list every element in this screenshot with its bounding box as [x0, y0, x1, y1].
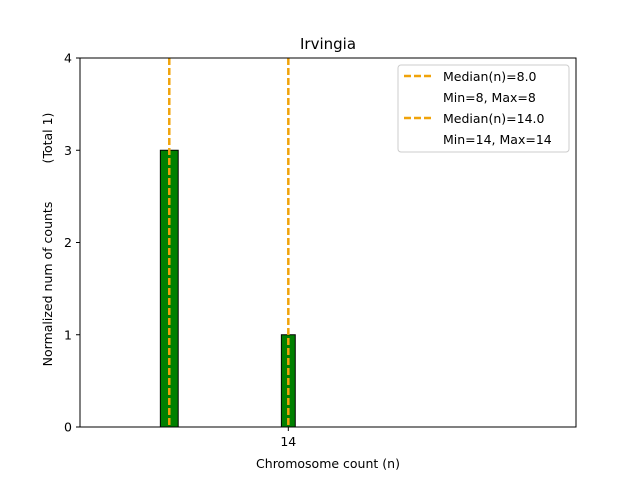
x-tick-label: 14: [280, 434, 296, 449]
plot-area: [80, 58, 297, 428]
y-tick-label: 2: [64, 235, 72, 250]
legend-median-8-range: Min=8, Max=8: [443, 90, 536, 105]
chart-title: Irvingia: [300, 35, 356, 53]
legend-median-14-label: Median(n)=14.0: [443, 111, 544, 126]
x-axis-label: Chromosome count (n): [256, 456, 400, 471]
y-axis-total-note: (Total 1): [40, 113, 55, 164]
y-tick-label: 4: [64, 51, 72, 66]
y-tick-label: 1: [64, 327, 72, 342]
y-tick-label: 3: [64, 143, 72, 158]
legend-median-14-range: Min=14, Max=14: [443, 132, 552, 147]
legend-median-8-label: Median(n)=8.0: [443, 69, 537, 84]
legend-box: [397, 64, 570, 153]
axes: 0 1 2 3 4 14: [64, 51, 296, 450]
legend: Median(n)=8.0 Min=8, Max=8 Median(n)=14.…: [397, 64, 570, 153]
y-axis-label: Normalized num of counts: [40, 202, 55, 367]
y-tick-label: 0: [64, 420, 72, 435]
